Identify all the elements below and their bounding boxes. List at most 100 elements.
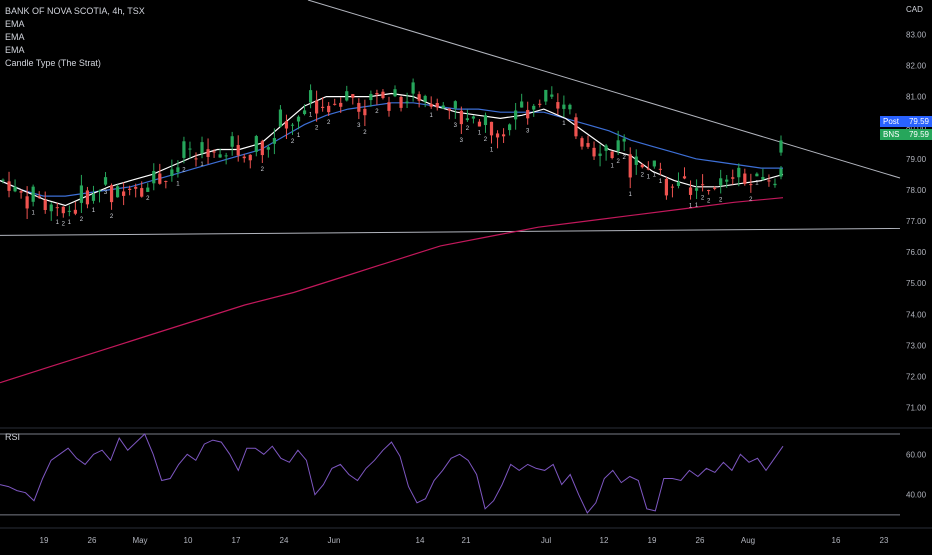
candle-body — [598, 153, 602, 156]
candle-body — [501, 134, 506, 137]
strat-label: 2 — [182, 167, 186, 173]
grid — [0, 427, 932, 529]
candle-body — [532, 105, 536, 110]
price-axis[interactable]: 83.00 82.00 81.00 80.00 79.00 78.00 77.00 76.00… — [906, 30, 927, 499]
candle-body — [773, 183, 777, 186]
strat-label: 1 — [659, 179, 663, 185]
strat-label: 1 — [695, 203, 699, 209]
candle-body — [260, 141, 264, 156]
strat-label: 3 — [526, 129, 530, 135]
legend-ema-2[interactable]: EMA — [5, 32, 25, 42]
candle-body — [278, 109, 283, 127]
candle-body — [363, 108, 367, 116]
candle-body — [290, 124, 295, 126]
candle-body — [610, 151, 614, 159]
candle-body — [357, 102, 361, 112]
candle-body — [115, 186, 120, 198]
candle-body — [622, 138, 626, 142]
time-tick-label: Jul — [541, 536, 551, 545]
candle-body — [646, 168, 650, 170]
candle-body — [351, 94, 355, 98]
price-tick-label: 77.00 — [906, 217, 927, 226]
time-tick-label: 10 — [184, 536, 193, 545]
candle-body — [719, 178, 723, 186]
price-tick-label: 73.00 — [906, 341, 927, 350]
candle-body — [333, 103, 337, 105]
bns-price-tag: BNS 79.59 — [880, 129, 932, 140]
candle-body — [652, 160, 656, 167]
legend-ema-1[interactable]: EMA — [5, 19, 25, 29]
candle-body — [7, 181, 11, 191]
candle-body — [85, 190, 90, 205]
candle-body — [628, 154, 632, 178]
candle-body — [302, 110, 307, 115]
candle-body — [489, 121, 494, 136]
legend-symbol[interactable]: BANK OF NOVA SCOTIA, 4h, TSX — [5, 6, 145, 16]
candle-body — [755, 173, 759, 177]
candle-body — [682, 176, 687, 179]
candle-body — [538, 103, 542, 105]
time-tick-label: 21 — [462, 536, 471, 545]
candle-body — [284, 121, 289, 129]
candle-body — [134, 186, 138, 189]
candle-body — [417, 94, 421, 101]
candle-body — [224, 155, 228, 157]
candle-body — [767, 180, 771, 182]
strat-label: 2 — [707, 199, 711, 205]
candle-body — [37, 196, 41, 198]
candle-body — [580, 138, 584, 147]
legend-candle-type[interactable]: Candle Type (The Strat) — [5, 58, 101, 68]
support-line — [0, 227, 901, 236]
candle-body — [230, 136, 234, 147]
ema-mid-line — [0, 102, 783, 197]
time-tick-label: 24 — [280, 536, 289, 545]
candle-body — [550, 94, 554, 97]
candle-body — [327, 105, 331, 113]
time-tick-label: 19 — [40, 536, 49, 545]
strat-label: 3 — [460, 138, 464, 144]
candle-body — [664, 178, 669, 196]
candle-body — [242, 156, 246, 159]
candle-body — [459, 110, 463, 125]
price-tick-label: 78.00 — [906, 186, 927, 195]
candle-body — [700, 184, 705, 186]
rsi-label[interactable]: RSI — [5, 432, 21, 442]
time-axis[interactable]: 19 26 May 10 17 24 Jun 14 21 Jul 12 19 26 Aug 16 23 — [40, 536, 889, 545]
candle-body — [562, 104, 566, 109]
strat-label: 1 — [653, 173, 657, 179]
time-tick-label: May — [132, 536, 147, 545]
time-tick-label: 16 — [832, 536, 841, 545]
strat-label: 1 — [430, 113, 434, 119]
bns-tag-label: BNS — [883, 130, 900, 139]
legend-ema-3[interactable]: EMA — [5, 45, 25, 55]
strat-label: 2 — [623, 155, 627, 161]
candle-body — [218, 154, 222, 158]
candle-body — [586, 143, 590, 147]
candle-body — [676, 181, 681, 186]
candle-body — [122, 191, 126, 196]
candle-body — [381, 91, 385, 99]
candle-body — [604, 145, 608, 151]
candle-body — [761, 176, 765, 180]
candle-body — [345, 91, 349, 101]
candle-body — [49, 204, 53, 212]
price-tick-label: 82.00 — [906, 62, 927, 71]
strat-label: 1 — [562, 121, 566, 127]
candle-body — [152, 171, 156, 184]
candle-body — [236, 145, 240, 156]
candle-body — [483, 115, 488, 126]
candle-body — [158, 173, 162, 184]
ema-fast-line — [0, 92, 784, 207]
candle-body — [393, 89, 397, 97]
time-tick-label: 23 — [880, 536, 889, 545]
strat-label: 1 — [200, 162, 204, 168]
candle-body — [556, 102, 560, 109]
candle-body — [164, 180, 168, 182]
candle-body — [616, 140, 620, 152]
rsi-tick-label: 60.00 — [906, 450, 927, 459]
legend: BANK OF NOVA SCOTIA, 4h, TSX EMA EMA EMA… — [5, 5, 145, 70]
candle-body — [568, 104, 572, 110]
